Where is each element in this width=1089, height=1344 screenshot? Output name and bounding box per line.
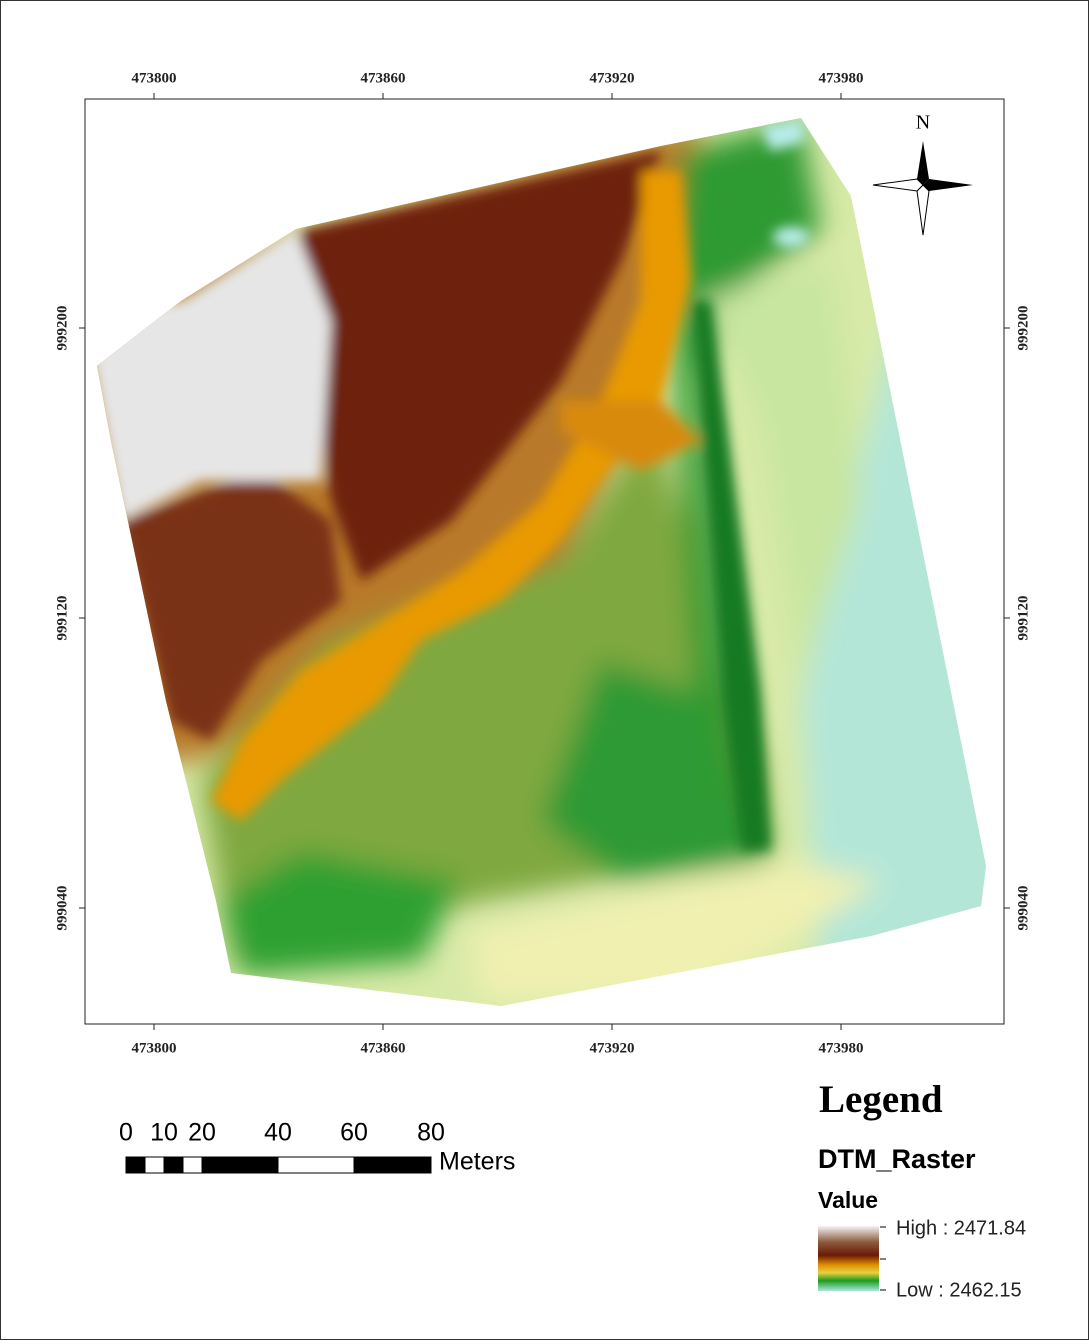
scale-label: 80 xyxy=(417,1119,445,1147)
scale-label: 40 xyxy=(264,1119,292,1147)
y-tick-label: 999040 xyxy=(54,886,70,931)
scale-label: 0 xyxy=(119,1119,133,1147)
x-tick-label: 473980 xyxy=(819,1040,864,1056)
scale-label: 10 xyxy=(150,1119,178,1147)
map-layout: N Meters Legend DTM_Raster Value High : … xyxy=(0,0,1089,1340)
legend-ramp xyxy=(818,1226,879,1291)
scale-label: 60 xyxy=(340,1119,368,1147)
x-tick-label: 473980 xyxy=(819,70,864,86)
x-tick-label: 473800 xyxy=(132,1040,177,1056)
x-tick-label: 473860 xyxy=(361,70,406,86)
legend-low: Low : 2462.15 xyxy=(896,1279,1022,1301)
legend-layer: DTM_Raster xyxy=(818,1144,976,1174)
y-tick-label: 999200 xyxy=(1015,306,1031,351)
scale-label: 20 xyxy=(188,1119,216,1147)
north-label: N xyxy=(916,112,930,134)
legend-field: Value xyxy=(818,1187,878,1213)
scale-bar xyxy=(126,1157,431,1173)
legend-title: Legend xyxy=(819,1078,943,1121)
x-tick-label: 473920 xyxy=(590,70,635,86)
y-tick-label: 999120 xyxy=(54,596,70,641)
map: N Meters Legend DTM_Raster Value High : … xyxy=(1,1,1088,1339)
y-tick-label: 999120 xyxy=(1015,596,1031,641)
x-tick-label: 473800 xyxy=(132,70,177,86)
scale-unit: Meters xyxy=(439,1148,515,1176)
x-tick-label: 473920 xyxy=(590,1040,635,1056)
x-tick-label: 473860 xyxy=(361,1040,406,1056)
legend-high: High : 2471.84 xyxy=(896,1217,1026,1239)
y-tick-label: 999040 xyxy=(1015,886,1031,931)
y-tick-label: 999200 xyxy=(54,306,70,351)
